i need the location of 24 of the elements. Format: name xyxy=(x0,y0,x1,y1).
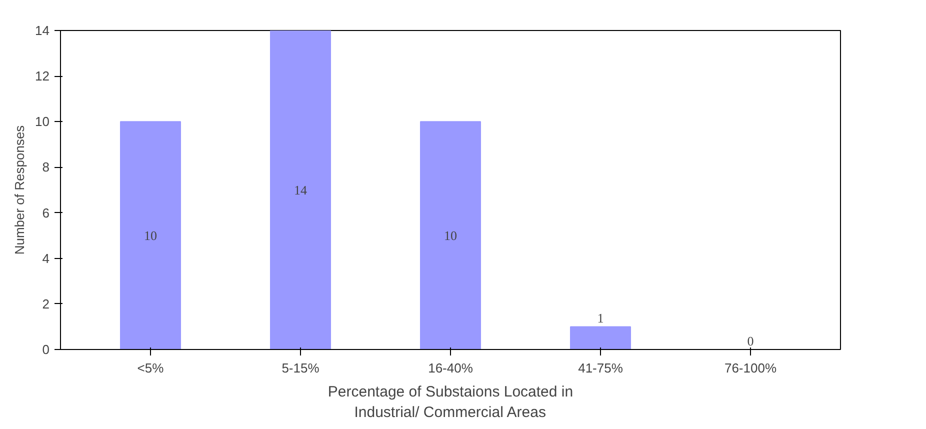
y-tick-label: 8 xyxy=(42,160,50,175)
x-tick-label: 16-40% xyxy=(428,360,474,376)
data-label: 10 xyxy=(144,228,157,244)
x-tick-label: <5% xyxy=(137,360,164,376)
x-tick-label: 5-15% xyxy=(282,360,320,376)
data-label: 1 xyxy=(597,310,604,326)
y-axis-title: Number of Responses xyxy=(12,124,28,255)
y-tick-label: 6 xyxy=(42,205,50,220)
x-tick-label: 76-100% xyxy=(724,360,777,376)
bar xyxy=(120,121,181,350)
y-tick-label: 2 xyxy=(42,296,50,312)
x-axis-title: Percentage of Substaions Located in Industrial/ Commercial Areas xyxy=(328,384,574,421)
data-label: 10 xyxy=(444,228,457,244)
y-tick-label: 0 xyxy=(42,342,50,357)
bar xyxy=(570,326,631,350)
y-tick-label: 12 xyxy=(35,68,50,84)
data-label: 14 xyxy=(294,182,308,198)
bar xyxy=(420,121,481,350)
x-tick-label: 41-75% xyxy=(578,360,624,376)
y-tick-label: 10 xyxy=(35,114,50,130)
y-tick-label: 14 xyxy=(35,23,50,38)
y-tick-label: 4 xyxy=(42,250,50,266)
bar xyxy=(270,30,331,350)
data-label: 0 xyxy=(747,334,754,348)
